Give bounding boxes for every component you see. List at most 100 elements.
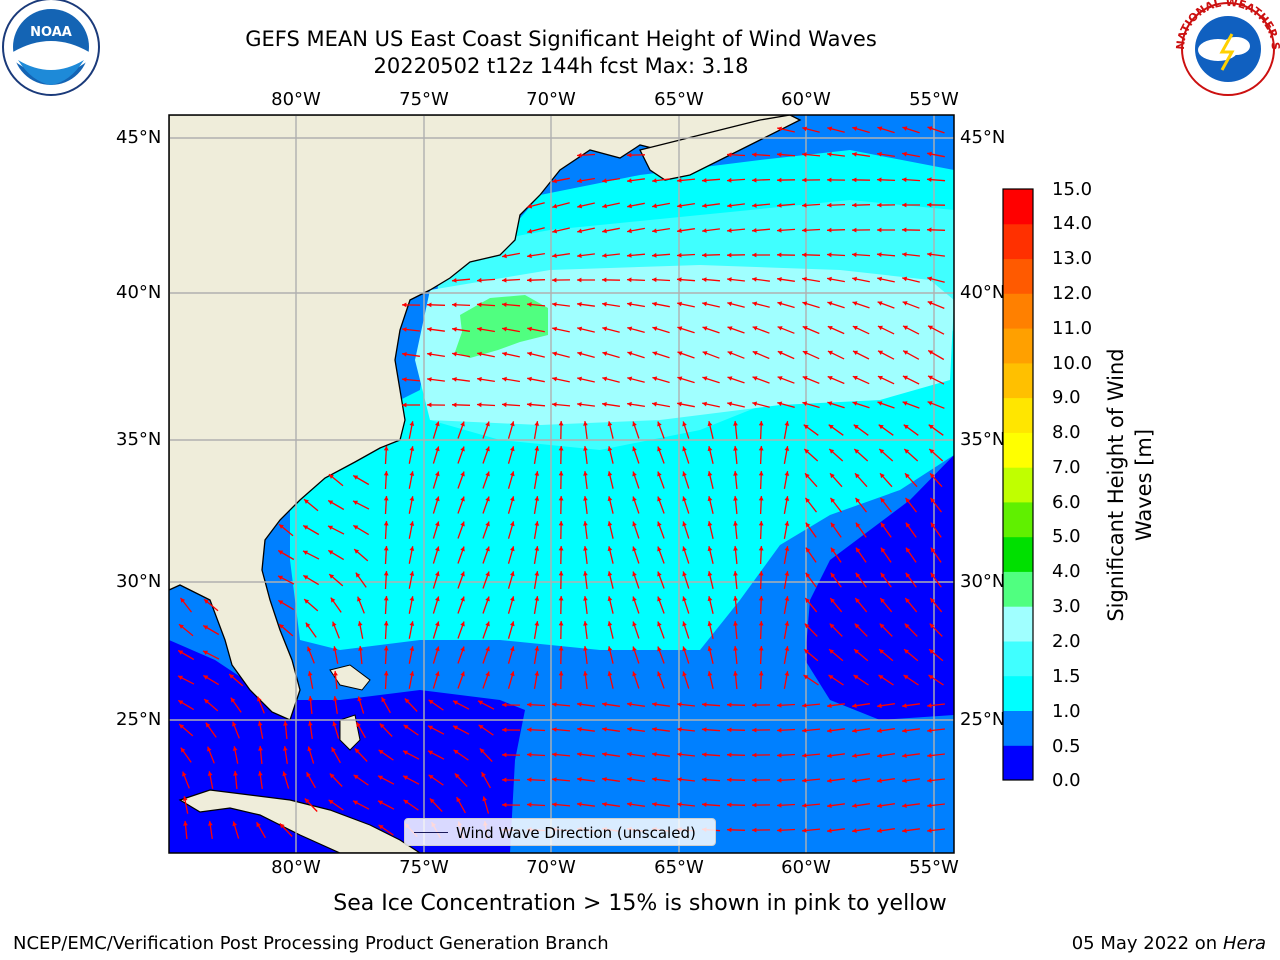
wind-wave-arrowhead (602, 802, 607, 807)
wind-wave-arrowhead (752, 727, 757, 733)
colorbar-tick: 14.0 (1052, 213, 1093, 234)
wind-wave-arrowhead (902, 753, 907, 758)
run-date: 05 May 2022 on Hera (1072, 933, 1266, 954)
wind-wave-arrowhead (852, 177, 857, 183)
wind-wave-arrowhead (733, 571, 738, 576)
wind-wave-arrowhead (677, 777, 682, 782)
wind-wave-arrowhead (279, 524, 284, 529)
wind-wave-arrowhead (607, 546, 613, 552)
wind-wave-arrowhead (306, 772, 311, 778)
wind-wave-arrowhead (510, 471, 515, 477)
wind-wave-arrowhead (784, 471, 790, 476)
colorbar-tick: 6.0 (1052, 492, 1081, 513)
wind-wave-arrowhead (855, 473, 860, 479)
wind-wave-arrowhead (383, 646, 389, 651)
wind-wave-arrowhead (752, 252, 757, 258)
wind-wave-arrowhead (702, 252, 707, 258)
wind-wave-arrowhead (777, 351, 783, 356)
wind-wave-arrowhead (707, 496, 713, 502)
wind-wave-arrowhead (527, 277, 532, 283)
wind-wave-arrowhead (332, 721, 337, 727)
wind-wave-arrowhead (583, 646, 588, 651)
wind-wave-arrowhead (682, 646, 687, 652)
wind-wave-arrowhead (404, 698, 410, 704)
wind-wave-arrowhead (877, 276, 882, 282)
wind-wave-arrowhead (278, 575, 283, 580)
wind-wave-arrowhead (727, 177, 732, 183)
wind-wave-arrowhead (602, 228, 607, 234)
wind-wave-arrowhead (632, 671, 637, 677)
wind-wave-arrowhead (583, 596, 588, 601)
wind-wave-arrowhead (802, 202, 807, 208)
wind-wave-arrowhead (827, 350, 833, 356)
wind-wave-arrowhead (460, 596, 465, 602)
colorbar-segment (1003, 745, 1033, 781)
legend-line-swatch (414, 832, 448, 833)
wind-wave-arrowhead (583, 546, 588, 551)
wind-wave-arrowhead (777, 227, 782, 233)
wind-wave-arrowhead (527, 253, 532, 259)
wind-wave-arrowhead (558, 421, 564, 426)
wind-wave-arrowhead (477, 277, 482, 283)
wind-wave-arrowhead (830, 572, 836, 578)
wind-wave-arrowhead (805, 522, 811, 528)
wind-wave-arrowhead (707, 546, 713, 552)
wind-wave-arrowhead (435, 521, 440, 527)
wind-wave-arrowhead (727, 277, 732, 282)
wind-wave-arrowhead (803, 424, 809, 430)
wind-wave-arrowhead (927, 703, 932, 708)
wind-wave-arrowhead (583, 571, 588, 576)
wind-wave-arrowhead (927, 227, 932, 233)
colorbar-tick: 9.0 (1052, 387, 1081, 408)
wind-wave-arrowhead (657, 446, 662, 452)
wind-wave-arrowhead (453, 749, 459, 755)
wind-wave-arrowhead (777, 401, 783, 407)
wind-wave-arrowhead (510, 521, 515, 527)
wind-wave-arrowhead (852, 778, 857, 783)
wind-wave-arrowhead (880, 572, 886, 578)
wind-wave-arrowhead (558, 446, 564, 451)
wind-wave-arrowhead (328, 799, 334, 805)
wind-wave-arrowhead (328, 525, 333, 530)
wind-wave-arrowhead (880, 547, 886, 553)
wind-wave-arrowhead (784, 496, 790, 501)
wind-wave-arrowhead (452, 302, 457, 308)
run-date-text: 05 May 2022 on (1071, 933, 1218, 954)
wind-wave-arrowhead (278, 550, 284, 555)
wind-wave-arrowhead (230, 697, 236, 703)
wind-wave-arrowhead (902, 301, 908, 306)
wind-wave-arrowhead (784, 446, 790, 451)
wind-wave-arrowhead (652, 252, 657, 258)
wind-wave-arrowhead (677, 277, 682, 282)
wind-wave-arrowhead (460, 571, 465, 577)
wind-wave-arrowhead (627, 228, 632, 234)
wind-wave-arrowhead (203, 625, 209, 630)
lon-label-top: 65°W (654, 89, 704, 110)
lon-label-top: 60°W (781, 89, 831, 110)
wind-wave-arrowhead (707, 646, 713, 652)
colorbar-segment (1003, 501, 1033, 538)
wind-wave-arrowhead (482, 796, 487, 802)
wind-wave-arrowhead (409, 421, 415, 426)
wind-wave-arrowhead (602, 326, 608, 332)
wind-wave-arrowhead (378, 749, 384, 755)
wind-wave-arrowhead (510, 621, 515, 627)
wind-wave-arrowhead (534, 571, 540, 576)
wind-wave-arrowhead (777, 802, 782, 808)
wind-wave-arrowhead (527, 302, 532, 307)
wind-wave-arrowhead (607, 571, 613, 577)
wind-wave-arrowhead (409, 646, 415, 651)
wind-wave-arrowhead (583, 471, 588, 476)
wind-wave-arrowhead (332, 621, 337, 627)
wind-wave-arrowhead (409, 546, 415, 551)
wind-wave-arrowhead (805, 547, 811, 553)
wind-wave-arrowhead (182, 771, 187, 777)
wind-wave-arrowhead (632, 421, 637, 427)
wind-wave-arrowhead (879, 649, 884, 654)
wind-wave-arrowhead (827, 227, 832, 233)
wind-wave-arrowhead (877, 227, 882, 233)
wind-wave-arrowhead (707, 446, 713, 452)
wind-wave-arrowhead (854, 449, 860, 454)
wind-wave-arrowhead (902, 126, 908, 131)
wind-wave-arrowhead (452, 278, 457, 283)
